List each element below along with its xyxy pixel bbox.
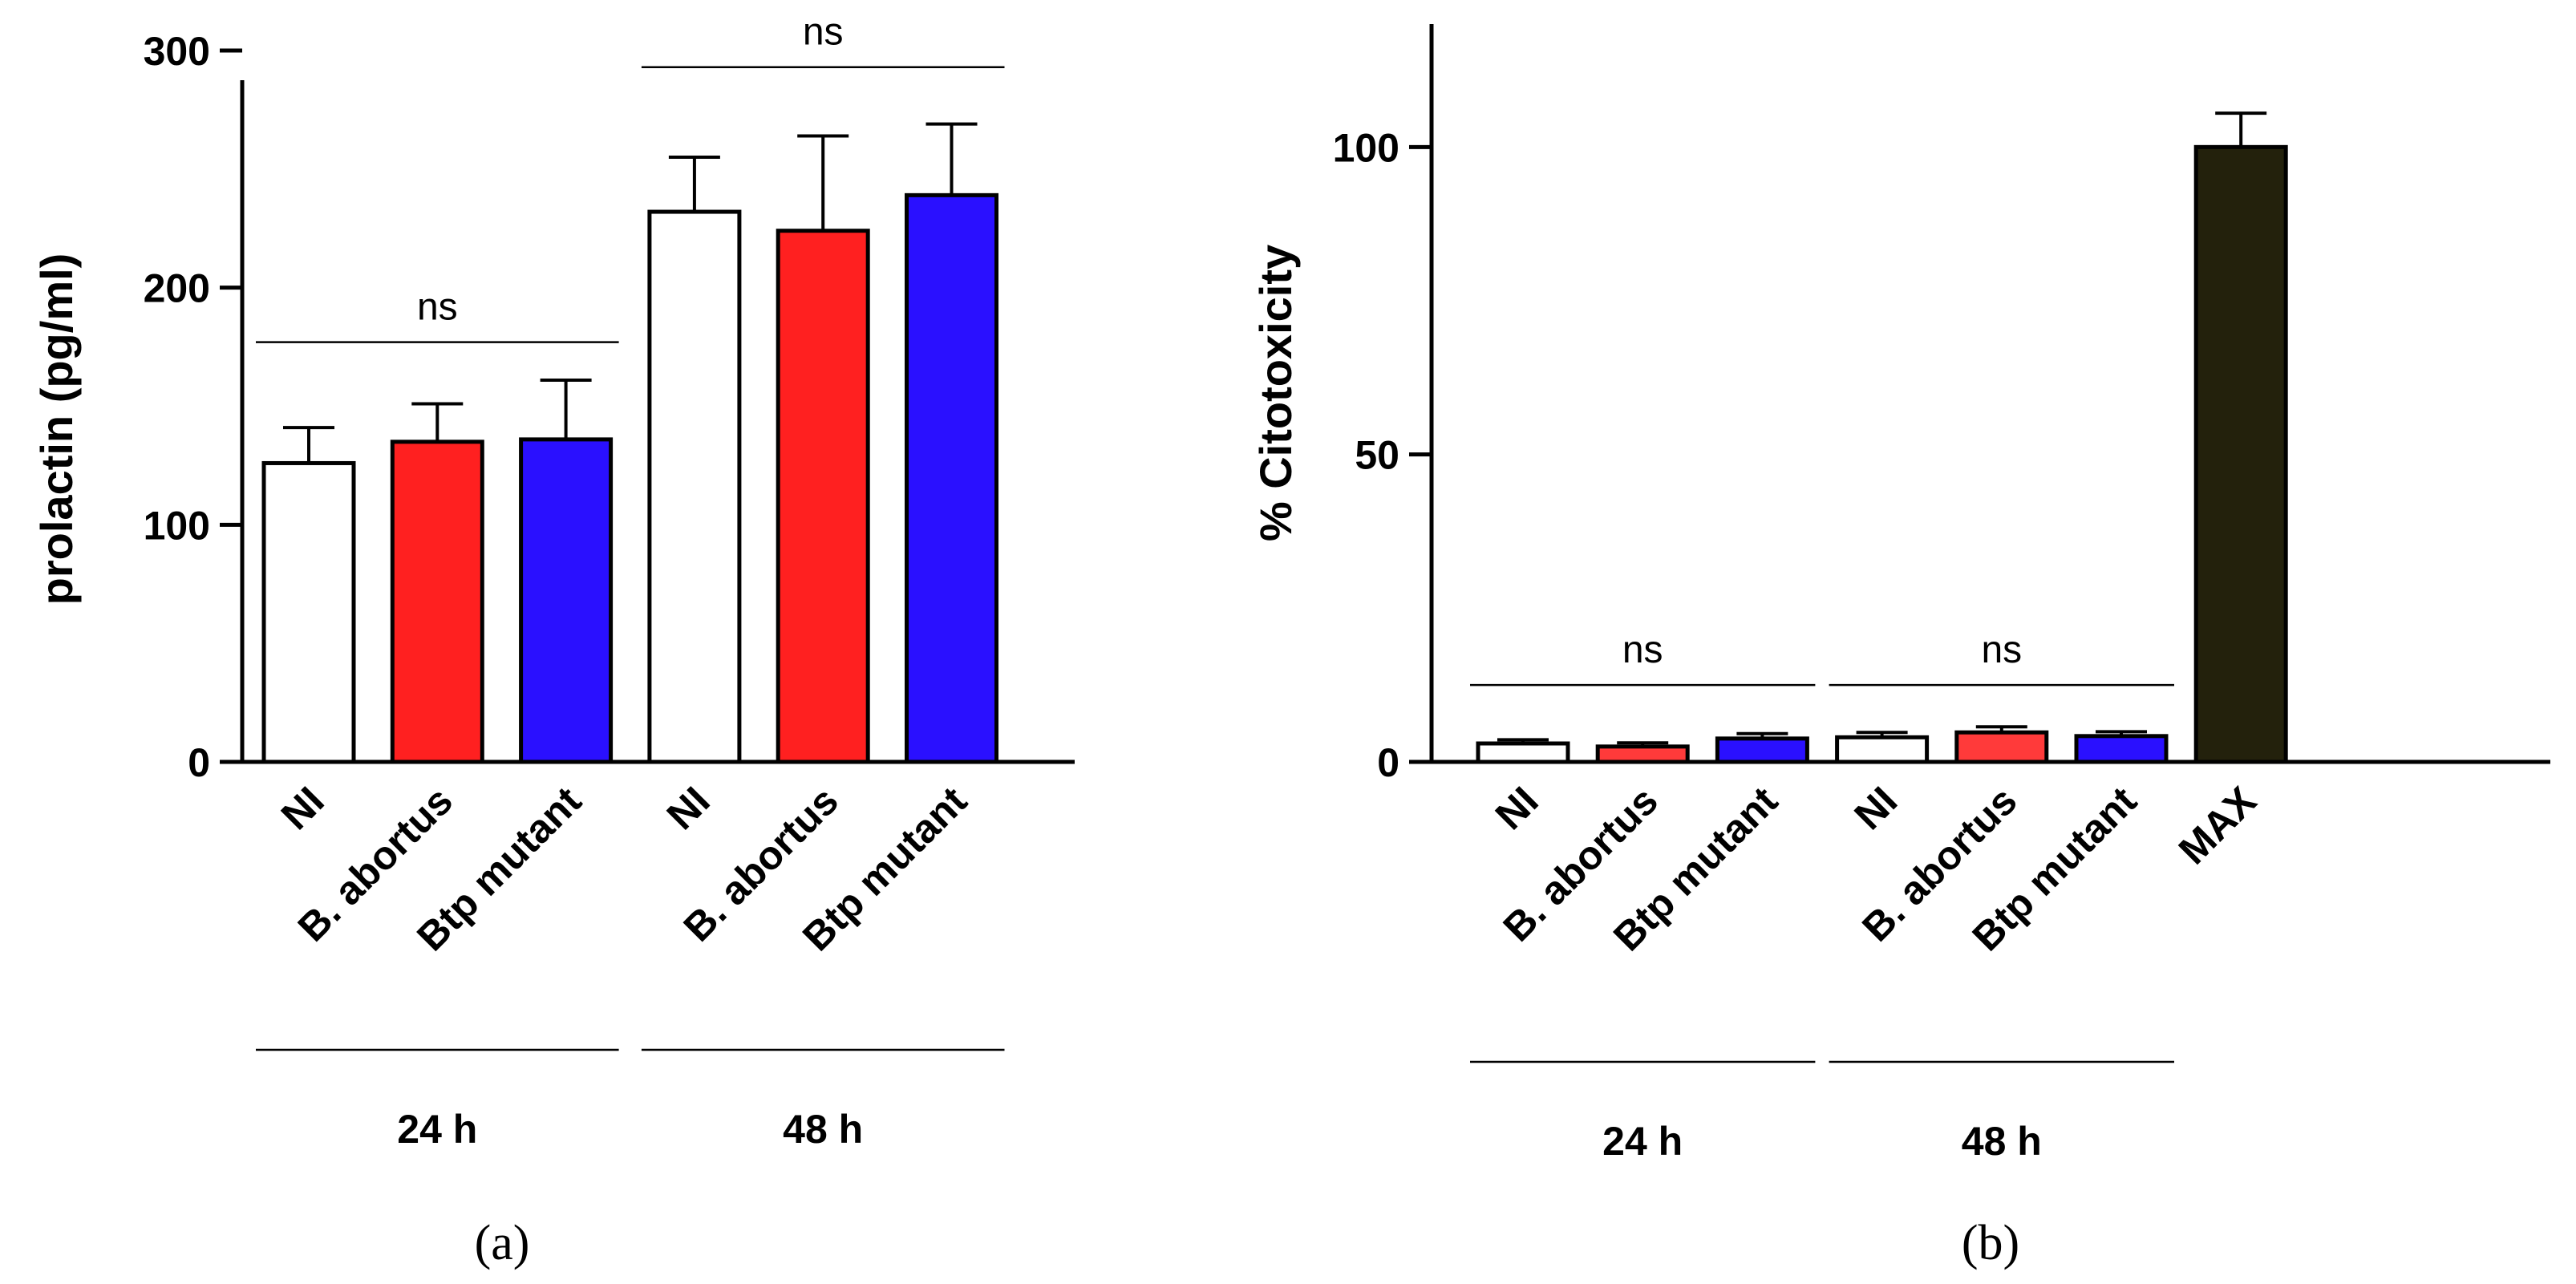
bar bbox=[519, 437, 614, 764]
bar bbox=[776, 229, 870, 764]
panel-label: (b) bbox=[1962, 1216, 2019, 1270]
y-axis-title: prolactin (pg/ml) bbox=[31, 253, 82, 606]
bar bbox=[390, 439, 484, 764]
x-category-label: NI bbox=[1845, 778, 1906, 838]
y-axis-title: % Citotoxicity bbox=[1250, 245, 1301, 541]
y-tick-label: 50 bbox=[1355, 433, 1399, 478]
significance-label: ns bbox=[1622, 629, 1663, 671]
y-tick-label: 300 bbox=[144, 29, 210, 74]
group-label: 48 h bbox=[1962, 1119, 2042, 1164]
bar bbox=[2193, 144, 2288, 764]
bar bbox=[261, 460, 356, 764]
y-tick-label: 0 bbox=[1377, 740, 1399, 785]
y-tick-label: 100 bbox=[1333, 125, 1399, 170]
x-category-label: NI bbox=[658, 778, 719, 838]
significance-label: ns bbox=[803, 11, 844, 54]
bar bbox=[1715, 736, 1809, 764]
x-category-label: NI bbox=[1487, 778, 1547, 838]
bar bbox=[1595, 744, 1690, 764]
bar bbox=[905, 192, 998, 764]
bar bbox=[1476, 741, 1570, 764]
group-label: 24 h bbox=[397, 1107, 477, 1152]
x-category-label: NI bbox=[273, 778, 333, 838]
x-category-label: MAX bbox=[2170, 778, 2265, 873]
significance-label: ns bbox=[417, 286, 458, 329]
bar bbox=[2074, 734, 2169, 764]
bar bbox=[647, 209, 742, 764]
significance-label: ns bbox=[1981, 629, 2022, 671]
y-tick-label: 0 bbox=[188, 740, 210, 785]
group-label: 24 h bbox=[1602, 1119, 1683, 1164]
panel-label: (a) bbox=[475, 1216, 530, 1270]
y-tick-label: 100 bbox=[144, 503, 210, 548]
y-tick-label: 200 bbox=[144, 266, 210, 311]
group-label: 48 h bbox=[783, 1107, 863, 1152]
bar bbox=[1835, 735, 1930, 764]
bar bbox=[1954, 730, 2049, 764]
